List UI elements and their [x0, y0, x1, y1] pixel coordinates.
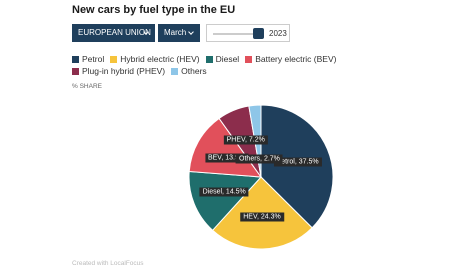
legend-text: Hybrid electric (HEV): [120, 54, 200, 64]
label-value: 14.5%: [222, 188, 246, 195]
legend-swatch: [72, 55, 79, 63]
credit: Created with LocalFocus: [72, 260, 144, 267]
legend-item: Others: [171, 65, 207, 77]
data-label: BEV13.9%: [204, 153, 249, 163]
label-value: 37.5%: [295, 158, 319, 165]
slider-knob[interactable]: [253, 28, 264, 39]
legend-item: Hybrid electric (HEV): [110, 53, 200, 65]
title: New cars by fuel type in the EU: [72, 4, 236, 16]
data-label: HEV24.3%: [240, 212, 284, 222]
legend-swatch: [245, 55, 253, 63]
label-value: 24.3%: [257, 213, 281, 220]
year-slider[interactable]: 2023: [206, 24, 290, 42]
unit-label: % SHARE: [72, 83, 102, 90]
label-value: 13.9%: [221, 154, 245, 161]
legend-item: Petrol: [72, 53, 104, 65]
label-name: HEV: [243, 213, 257, 221]
data-label: Diesel14.5%: [199, 187, 249, 197]
legend-text: Plug-in hybrid (PHEV): [82, 66, 166, 76]
legend-text: Diesel: [215, 54, 240, 64]
legend-swatch: [205, 55, 213, 63]
data-label: Others2.7%: [236, 154, 283, 164]
legend-swatch: [72, 67, 79, 75]
data-label: Petrol37.5%: [273, 157, 322, 167]
month-dropdown[interactable]: March: [158, 24, 200, 42]
slider-track: [213, 33, 259, 35]
label-name: Others: [239, 155, 261, 163]
label-name: BEV: [207, 154, 222, 162]
label-value: 7.2%: [245, 137, 265, 144]
data-label: PHEV7.2%: [223, 135, 268, 145]
legend-text: Others: [181, 66, 207, 76]
legend-text: Battery electric (BEV): [255, 54, 337, 64]
label-value: 2.7%: [260, 156, 280, 163]
legend-swatch: [110, 55, 118, 63]
legend-item: Plug-in hybrid (PHEV): [72, 65, 165, 77]
year-value: 2023: [269, 29, 287, 38]
region-dropdown[interactable]: EUROPEAN UNION: [72, 24, 155, 42]
pie-slice: [188, 170, 263, 231]
pie-slice: [260, 104, 334, 229]
legend-text: Petrol: [82, 54, 105, 64]
legend-item: Diesel: [205, 53, 240, 65]
legend-item: Battery electric (BEV): [245, 53, 336, 65]
label-name: Petrol: [276, 158, 295, 166]
label-name: Diesel: [202, 188, 223, 196]
label-name: PHEV: [226, 136, 246, 144]
legend-swatch: [171, 67, 179, 75]
legend: Petrol Hybrid electric (HEV) Diesel Battery…: [72, 53, 412, 77]
